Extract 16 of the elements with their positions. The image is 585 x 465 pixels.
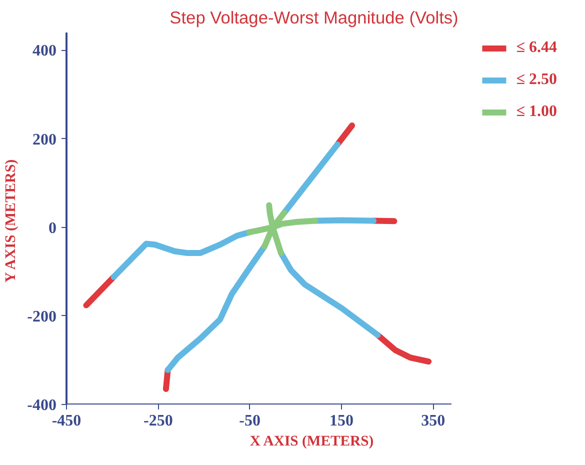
x-tick-label: -450 bbox=[52, 412, 82, 430]
y-tick-label: -200 bbox=[27, 308, 56, 326]
y-tick-label: 0 bbox=[48, 220, 56, 237]
legend-label: ≤ 6.44 bbox=[516, 39, 557, 57]
x-tick-label: -250 bbox=[144, 412, 173, 430]
x-axis-title: X AXIS (METERS) bbox=[250, 434, 374, 450]
legend-label: ≤ 2.50 bbox=[516, 71, 557, 89]
chart-title: Step Voltage-Worst Magnitude (Volts) bbox=[170, 8, 458, 28]
y-tick-label: 200 bbox=[32, 131, 56, 148]
x-tick-label: -50 bbox=[239, 412, 260, 430]
y-tick-label: 400 bbox=[32, 42, 56, 60]
x-tick-label: 150 bbox=[330, 412, 354, 430]
x-tick-label: 350 bbox=[421, 412, 446, 430]
y-axis-title: Y AXIS (METERS) bbox=[3, 159, 20, 283]
y-tick-label: -400 bbox=[27, 397, 56, 414]
legend-label: ≤ 1.00 bbox=[516, 103, 557, 121]
